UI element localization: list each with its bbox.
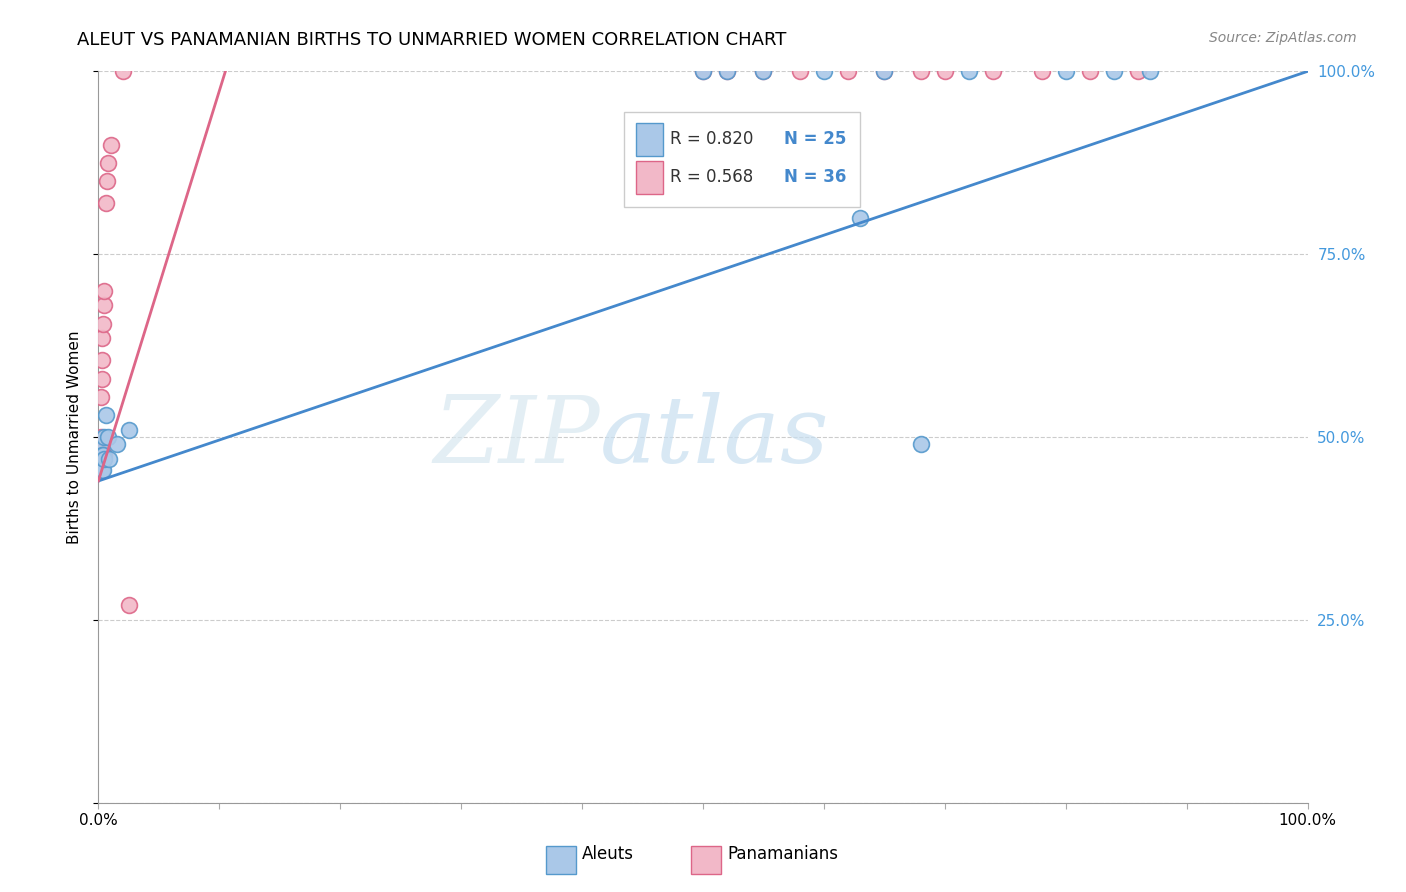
Point: [97, 156, 120, 170]
Text: Source: ZipAtlas.com: Source: ZipAtlas.com: [1209, 31, 1357, 45]
Point: [97, 430, 120, 444]
Point: [91, 317, 114, 331]
Point: [910, 64, 932, 78]
Point: [692, 64, 714, 78]
Point: [752, 64, 775, 78]
Point: [1139, 64, 1161, 78]
Point: [837, 64, 859, 78]
Point: [91, 371, 114, 385]
Point: [716, 64, 738, 78]
Point: [1102, 64, 1125, 78]
Text: ZIP: ZIP: [433, 392, 600, 482]
Point: [90, 452, 112, 467]
Text: Aleuts: Aleuts: [582, 845, 634, 863]
Bar: [637, 161, 664, 194]
Text: Panamanians: Panamanians: [727, 845, 838, 863]
Point: [981, 64, 1004, 78]
Point: [118, 423, 141, 437]
Point: [89, 463, 111, 477]
Point: [89, 456, 111, 470]
Text: atlas: atlas: [600, 392, 830, 482]
Text: N = 36: N = 36: [785, 169, 846, 186]
Point: [118, 599, 141, 613]
Text: N = 25: N = 25: [785, 130, 846, 148]
Point: [89, 441, 111, 455]
Point: [93, 298, 115, 312]
Point: [716, 64, 738, 78]
Point: [789, 64, 811, 78]
Point: [90, 463, 112, 477]
Point: [910, 437, 932, 451]
Point: [1078, 64, 1101, 78]
Point: [91, 463, 114, 477]
Point: [98, 452, 121, 467]
Point: [93, 452, 115, 467]
Point: [692, 64, 714, 78]
Point: [813, 64, 835, 78]
Point: [111, 64, 134, 78]
Point: [105, 437, 128, 451]
Point: [1128, 64, 1150, 78]
Point: [90, 390, 112, 404]
Point: [873, 64, 896, 78]
Point: [91, 448, 114, 462]
Point: [873, 64, 896, 78]
Bar: [690, 846, 721, 874]
Bar: [637, 123, 664, 156]
Point: [89, 448, 111, 462]
Text: ALEUT VS PANAMANIAN BIRTHS TO UNMARRIED WOMEN CORRELATION CHART: ALEUT VS PANAMANIAN BIRTHS TO UNMARRIED …: [77, 31, 787, 49]
Point: [91, 331, 114, 345]
Point: [91, 463, 114, 477]
Point: [1054, 64, 1077, 78]
Point: [90, 459, 112, 474]
Point: [91, 448, 114, 462]
Y-axis label: Births to Unmarried Women: Births to Unmarried Women: [67, 330, 83, 544]
Point: [91, 353, 114, 368]
Point: [94, 408, 117, 422]
Bar: [546, 846, 576, 874]
Point: [91, 452, 114, 467]
Point: [93, 448, 115, 462]
Point: [100, 137, 122, 152]
Point: [89, 434, 111, 448]
Point: [849, 211, 872, 225]
Point: [957, 64, 980, 78]
Point: [91, 448, 114, 462]
Point: [934, 64, 956, 78]
Point: [96, 174, 118, 188]
Text: R = 0.820: R = 0.820: [671, 130, 754, 148]
Point: [90, 430, 112, 444]
Text: R = 0.568: R = 0.568: [671, 169, 754, 186]
Point: [90, 441, 112, 455]
Point: [94, 196, 117, 211]
Point: [1031, 64, 1053, 78]
FancyBboxPatch shape: [624, 112, 860, 207]
Point: [93, 284, 115, 298]
Point: [90, 456, 112, 470]
Point: [93, 430, 115, 444]
Point: [752, 64, 775, 78]
